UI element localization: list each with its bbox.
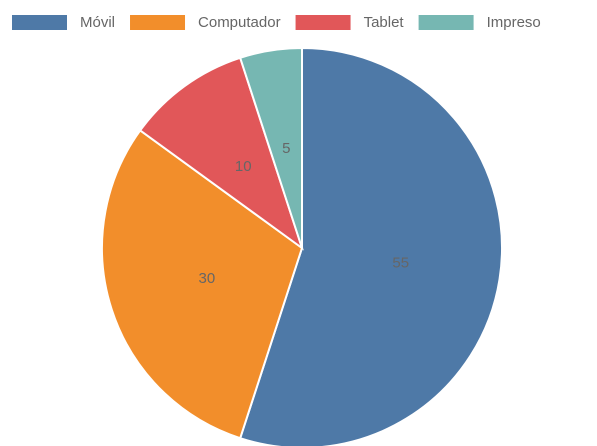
legend-swatch [12, 15, 67, 30]
legend-label: Computador [198, 14, 281, 31]
legend-label: Móvil [80, 14, 115, 31]
pie-slice [238, 46, 503, 446]
pie-slice [138, 56, 304, 251]
data-label: 30 [199, 270, 216, 287]
legend-label: Tablet [364, 14, 405, 31]
legend-swatch [295, 15, 351, 30]
legend-label: Impreso [487, 14, 541, 31]
pie-slice [101, 129, 304, 440]
data-label: 5 [282, 140, 290, 157]
legend-swatch [130, 15, 186, 30]
legend-swatch [418, 15, 474, 30]
data-label: 10 [235, 158, 252, 175]
pie-slice [238, 46, 303, 249]
data-label: 55 [392, 255, 409, 272]
